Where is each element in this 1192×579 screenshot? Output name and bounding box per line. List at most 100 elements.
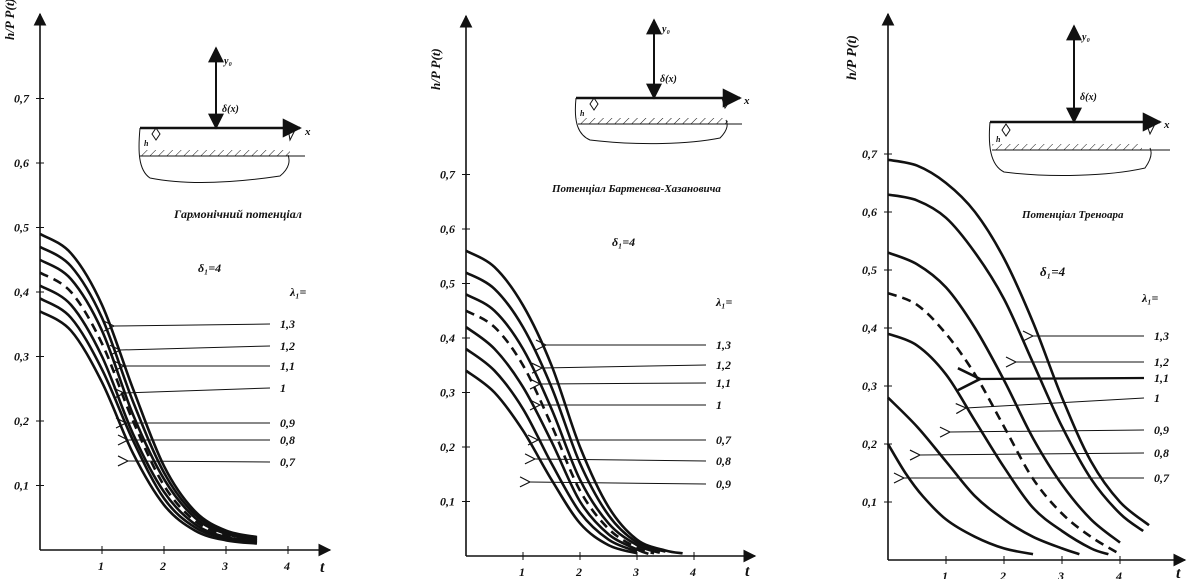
- y-tick-label: 0,1: [862, 495, 877, 509]
- series-curve: [39, 297, 258, 544]
- y-tick-label: 0,3: [862, 379, 877, 393]
- x-tick-label: 4: [689, 565, 696, 579]
- x-tick-label: 4: [1115, 569, 1122, 579]
- series-label: 1,3: [1154, 329, 1169, 343]
- schematic-h-label: h: [996, 135, 1001, 144]
- panel-bartenev: h/P P(t) t 0,1 0,2 0,3 0,4 0,5 0,6 0,7 1 2 3 4 1,…: [428, 14, 757, 579]
- series-curve: [465, 309, 655, 555]
- y-tick-label: 0,4: [14, 285, 29, 299]
- series-curve: [465, 326, 649, 556]
- lambda-label: λ₁=: [289, 285, 307, 299]
- schematic-y-label: y₀: [1081, 32, 1090, 43]
- series-pointer: [540, 383, 707, 384]
- series-curve: [887, 251, 1121, 544]
- series-curve: [886, 443, 1034, 556]
- y-tick-label: 0,1: [440, 495, 455, 509]
- y-axis-label: h/P P(t): [2, 0, 17, 40]
- series-pointer: [530, 482, 707, 484]
- series-curve: [39, 232, 258, 539]
- series-curve: [39, 245, 258, 540]
- x-tick-label: 1: [519, 565, 525, 579]
- series-label: 0,9: [716, 477, 731, 491]
- series-label: 1: [716, 398, 722, 412]
- x-tick-label: 3: [221, 559, 228, 573]
- delta-label: δ₁=4: [198, 261, 221, 275]
- series-curve: [39, 310, 258, 545]
- series-label: 1,3: [280, 317, 295, 331]
- series-label: 1: [1154, 391, 1160, 405]
- series-curve: [465, 249, 683, 555]
- svg-text:h/P P(t): h/P P(t): [2, 0, 17, 40]
- series-label: 0,7: [1154, 471, 1170, 485]
- series-label: 1: [280, 381, 286, 395]
- y-tick-label: 0,2: [440, 440, 455, 454]
- y-tick-label: 0,1: [14, 479, 29, 493]
- schematic-x-label: x: [304, 126, 311, 138]
- x-axis-label: t: [1176, 565, 1181, 579]
- series-curve: [465, 347, 638, 553]
- x-tick-label: 3: [1057, 569, 1064, 579]
- panel-trenoar: h/P P(t) t 0,1 0,2 0,3 0,4 0,5 0,6 0,7 1 2 3 4 1,…: [845, 12, 1187, 579]
- x-tick-label: 4: [283, 559, 290, 573]
- x-tick-label: 2: [999, 569, 1006, 579]
- series-pointer: [542, 365, 707, 368]
- schematic-y-label: y₀: [223, 56, 232, 67]
- series-label: 1,2: [716, 358, 731, 372]
- series-label: 1,2: [280, 339, 295, 353]
- y-axis-label: h/P P(t): [845, 35, 860, 80]
- x-axis-label: t: [320, 559, 325, 576]
- lambda-label: λ₁=: [715, 295, 733, 309]
- series-curve: [465, 293, 661, 554]
- panel-harmonic: h/P P(t) t 0,1 0,2 0,3 0,4 0,5 0,6 0,7 1 2 3 4 1,…: [2, 0, 332, 576]
- series-label: 0,8: [1154, 446, 1169, 460]
- schematic-force-label: δ(x): [660, 74, 677, 85]
- x-tick-label: 1: [942, 569, 948, 579]
- series-label: 0,7: [716, 433, 732, 447]
- series-curve: [39, 284, 258, 543]
- series-label: 1,1: [716, 376, 731, 390]
- series-curve: [39, 258, 258, 541]
- series-pointer: [980, 378, 1145, 379]
- series-label: 0,9: [1154, 423, 1169, 437]
- series-curve: [887, 158, 1150, 527]
- y-tick-label: 0,7: [862, 147, 878, 161]
- y-tick-label: 0,2: [862, 437, 877, 451]
- series-label: 0,8: [280, 433, 295, 447]
- series-label: 0,9: [280, 416, 295, 430]
- y-tick-label: 0,3: [14, 350, 29, 364]
- series-pointer: [114, 324, 271, 326]
- surface-schematic: y₀ δ(x) x h: [574, 18, 750, 145]
- y-tick-label: 0,6: [14, 156, 29, 170]
- x-tick-label: 3: [632, 565, 639, 579]
- y-tick-label: 0,6: [440, 222, 455, 236]
- schematic-h-label: h: [580, 109, 585, 118]
- y-tick-label: 0,2: [14, 414, 29, 428]
- series-curve: [887, 291, 1121, 556]
- series-pointer: [120, 346, 271, 350]
- schematic-h-label: h: [144, 139, 149, 148]
- x-axis-label: t: [745, 563, 750, 579]
- schematic-x-label: x: [1163, 119, 1170, 131]
- series-pointer: [128, 461, 271, 462]
- series-curve: [39, 271, 258, 542]
- series-curve: [465, 369, 638, 555]
- y-tick-label: 0,5: [14, 221, 29, 235]
- series-pointer: [966, 397, 1145, 408]
- y-tick-label: 0,6: [862, 205, 877, 219]
- schematic-x-label: x: [743, 95, 750, 107]
- y-tick-label: 0,4: [440, 331, 455, 345]
- series-curve: [465, 271, 666, 553]
- series-label: 1,1: [1154, 371, 1169, 385]
- y-tick-label: 0,5: [862, 263, 877, 277]
- series-label: 1,2: [1154, 355, 1169, 369]
- series-pointer: [920, 453, 1145, 455]
- schematic-force-label: δ(x): [1080, 92, 1097, 103]
- chart-title: Потенціал Треноара: [1021, 209, 1124, 221]
- series-label: 0,8: [716, 454, 731, 468]
- x-tick-label: 2: [575, 565, 582, 579]
- series-curve: [887, 332, 1109, 556]
- svg-text:h/P P(t): h/P P(t): [428, 48, 443, 90]
- series-curve: [887, 396, 1080, 556]
- series-pointer: [535, 459, 707, 461]
